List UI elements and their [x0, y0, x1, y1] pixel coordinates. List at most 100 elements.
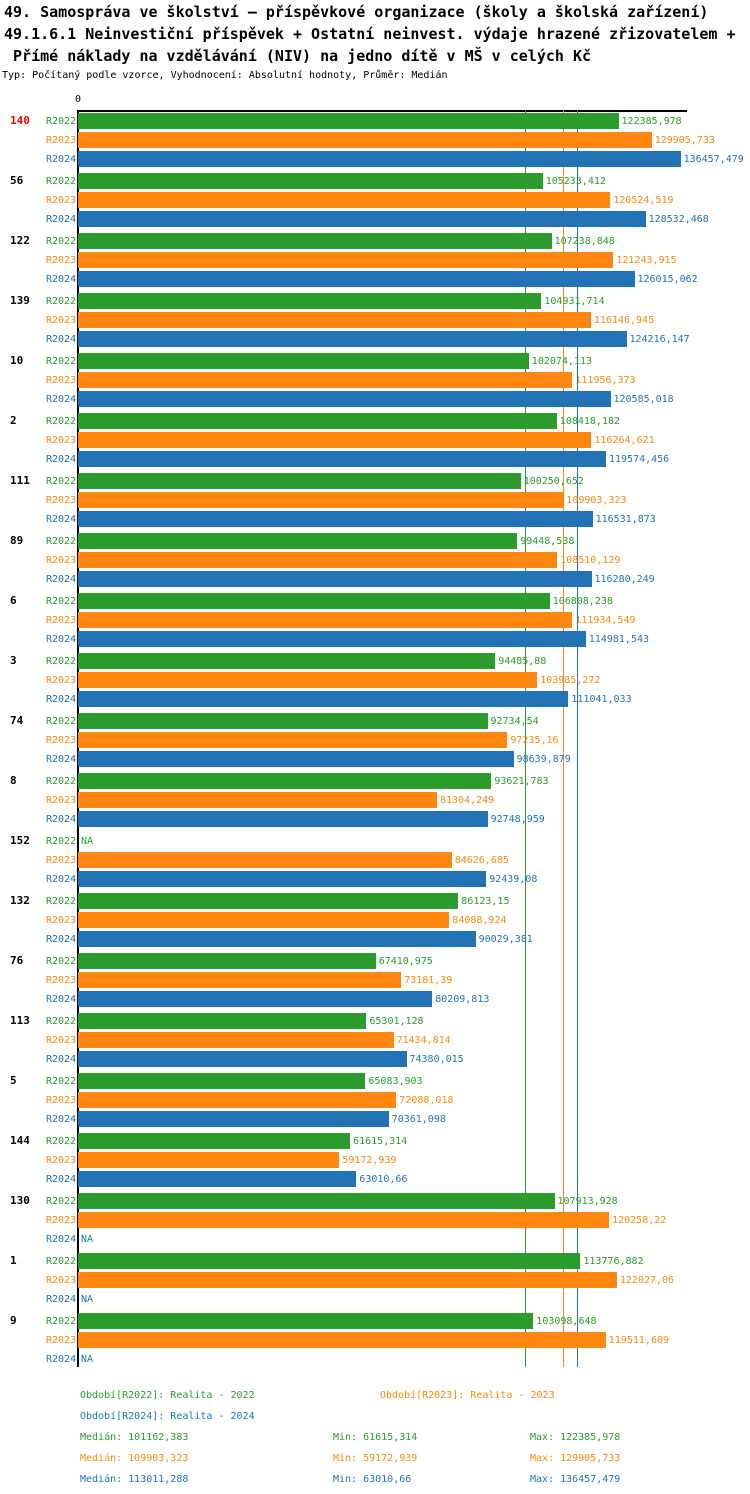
bar: [78, 391, 611, 407]
bar-value-label: 80209,813: [435, 993, 490, 1005]
bar-value-label: 107238,848: [554, 235, 615, 247]
bar: [78, 1193, 555, 1209]
bar-row: R2024 111041,033: [46, 691, 750, 707]
series-row-label: R2022: [46, 955, 77, 967]
group-rows: R2022 108418,182 R2023 116264,621 R2024 11957…: [46, 413, 750, 467]
legend-min-r2023: Min: 59172,939: [333, 1453, 418, 1464]
group-id-label: 9: [10, 1314, 17, 1327]
bar-value-label: 102074,113: [531, 355, 593, 367]
bar-row: R2023 119511,609: [46, 1332, 750, 1348]
bar: [78, 713, 488, 729]
group-rows: R2022 103098,648 R2023 119511,609 R2024 NA: [46, 1313, 750, 1367]
bar: [78, 571, 592, 587]
group-id-label: 8: [10, 774, 17, 787]
series-row-label: R2023: [46, 1094, 77, 1106]
series-row-label: R2023: [46, 614, 77, 626]
bar: [78, 852, 452, 868]
bar: [78, 773, 492, 789]
bar-value-label: 92734,54: [490, 715, 539, 727]
bar-value-label: 97235,16: [510, 734, 559, 746]
bar-value-label: 99448,538: [520, 535, 575, 547]
group-rows: R2022 65301,128 R2023 71434,814 R2024 74380,0…: [46, 1013, 750, 1067]
series-row-label: R2022: [46, 355, 77, 367]
series-row-label: R2022: [46, 535, 77, 547]
bar: [78, 1111, 389, 1127]
series-row-label: R2023: [46, 254, 77, 266]
bar: [78, 811, 488, 827]
series-row-label: R2023: [46, 554, 77, 566]
bar-value-label: 111041,033: [571, 693, 632, 705]
bar-value-label: 128532,468: [648, 213, 709, 225]
series-row-label: R2024: [46, 813, 77, 825]
series-row-label: R2023: [46, 434, 77, 446]
bar: [78, 792, 437, 808]
bar: [78, 653, 496, 669]
bar-value-label: 84626,685: [454, 854, 509, 866]
bar-value-label: 122385,978: [621, 115, 682, 127]
series-row-label: R2022: [46, 835, 77, 847]
series-row-label: R2023: [46, 794, 77, 806]
bar-value-label: 90029,381: [478, 933, 533, 945]
series-row-label: R2024: [46, 873, 77, 885]
median-line-r2022: [525, 110, 526, 1367]
bar-group: 74 R2022 92734,54 R2023 97235,16 R2024 98639,…: [0, 713, 750, 767]
series-row-label: R2024: [46, 273, 77, 285]
bar-value-label: 84088,924: [452, 914, 507, 926]
bar-value-label: 107913,928: [557, 1195, 618, 1207]
series-row-label: R2023: [46, 314, 77, 326]
group-rows: R2022 92734,54 R2023 97235,16 R2024 98639,879: [46, 713, 750, 767]
bar-value-label: 67410,975: [378, 955, 433, 967]
bar-row: R2022 108418,182: [46, 413, 750, 429]
bar: [78, 972, 402, 988]
group-rows: R2022 106808,238 R2023 111934,549 R2024 11498…: [46, 593, 750, 647]
bar: [78, 473, 521, 489]
bar-value-label: 119574,456: [609, 453, 670, 465]
bar-row: R2023 84088,924: [46, 912, 750, 928]
bar-value-label: 92439,08: [489, 873, 538, 885]
bar-row: R2024 98639,879: [46, 751, 750, 767]
bar-value-label: 121243,915: [616, 254, 677, 266]
bar-row: R2023 71434,814: [46, 1032, 750, 1048]
chart-type-subtitle: Typ: Počítaný podle vzorce, Vyhodnocení:…: [2, 70, 448, 81]
bar-row: R2024 128532,468: [46, 211, 750, 227]
series-row-label: R2022: [46, 715, 77, 727]
bar-row: R2022 61615,314: [46, 1133, 750, 1149]
bar-row: R2022 104931,714: [46, 293, 750, 309]
bar-row: R2024 124216,147: [46, 331, 750, 347]
bar: [78, 1253, 581, 1269]
bar: [78, 1051, 407, 1067]
bar-value-label: 120585,018: [613, 393, 674, 405]
legend-stats-r2024: Medián: 113011,288 Min: 63010,66 Max: 13…: [0, 1470, 750, 1491]
bar: [78, 252, 614, 268]
bar-value-label: 120258,22: [612, 1214, 667, 1226]
bar-group: 144 R2022 61615,314 R2023 59172,939 R2024 630…: [0, 1133, 750, 1187]
bar-row: R2024 NA: [46, 1231, 750, 1247]
series-row-label: R2023: [46, 1274, 77, 1286]
bar: [78, 211, 646, 227]
bar-group: 10 R2022 102074,113 R2023 111956,373 R2024 12…: [0, 353, 750, 407]
series-row-label: R2024: [46, 153, 77, 165]
bar-row: R2023 72088,018: [46, 1092, 750, 1108]
bar-group: 132 R2022 86123,15 R2023 84088,924 R2024 9002…: [0, 893, 750, 947]
series-row-label: R2024: [46, 333, 77, 345]
bar: [78, 293, 542, 309]
bar-row: R2023 122027,06: [46, 1272, 750, 1288]
bar-value-label: 111934,549: [575, 614, 636, 626]
bar-row: R2023 116146,945: [46, 312, 750, 328]
group-rows: R2022 93621,783 R2023 81304,249 R2024 92748,9…: [46, 773, 750, 827]
group-rows: R2022 100250,652 R2023 109903,323 R2024 11653…: [46, 473, 750, 527]
legend-max-r2024: Max: 136457,479: [530, 1474, 621, 1485]
bar-value-label: 74380,015: [409, 1053, 464, 1065]
legend-median-r2024: Medián: 113011,288: [80, 1474, 189, 1485]
bar-row: R2022 NA: [46, 833, 750, 849]
bar-row: R2022 65301,128: [46, 1013, 750, 1029]
bar-row: R2024 119574,456: [46, 451, 750, 467]
bar-value-label: 92748,959: [490, 813, 545, 825]
bar-group: 1 R2022 113776,882 R2023 122027,06 R2024 NA: [0, 1253, 750, 1307]
bar-row: R2022 106808,238: [46, 593, 750, 609]
bar-group: 8 R2022 93621,783 R2023 81304,249 R2024 92748…: [0, 773, 750, 827]
legend-row-periods-1: Období[R2022]: Realita - 2022 Období[R20…: [0, 1386, 750, 1407]
bar-na-label: NA: [81, 1293, 94, 1305]
bar: [78, 931, 476, 947]
